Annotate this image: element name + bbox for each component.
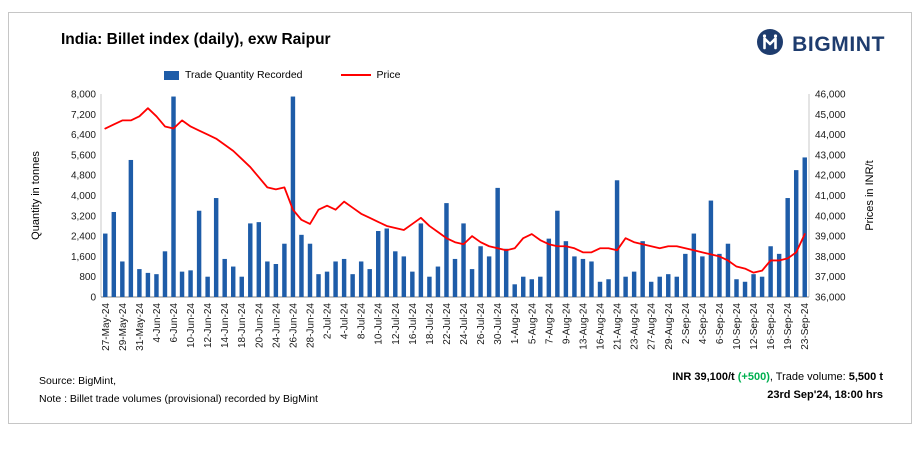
bigmint-logo-icon: [755, 27, 785, 62]
source-text: Source: BigMint,: [39, 375, 117, 387]
svg-text:29-Aug-24: 29-Aug-24: [664, 303, 675, 350]
price-change: (+500): [734, 371, 770, 383]
svg-text:18-Jul-24: 18-Jul-24: [425, 303, 436, 345]
svg-text:22-Jul-24: 22-Jul-24: [442, 303, 453, 345]
legend-bar-swatch: [164, 70, 179, 80]
svg-text:16-Jul-24: 16-Jul-24: [408, 303, 419, 345]
svg-text:26-Jul-24: 26-Jul-24: [476, 303, 487, 345]
svg-text:44,000: 44,000: [815, 130, 846, 141]
price-value: INR 39,100/t: [672, 371, 735, 383]
legend-label-price: Price: [376, 69, 401, 81]
svg-text:4-Sep-24: 4-Sep-24: [698, 303, 709, 345]
svg-text:4-Jun-24: 4-Jun-24: [152, 303, 163, 343]
svg-text:6,400: 6,400: [71, 130, 96, 141]
chart-title: India: Billet index (daily), exw Raipur: [61, 31, 331, 48]
svg-text:29-May-24: 29-May-24: [118, 303, 129, 351]
svg-text:9-Aug-24: 9-Aug-24: [561, 303, 572, 345]
svg-text:7-Aug-24: 7-Aug-24: [544, 303, 555, 345]
timestamp: 23rd Sep'24, 18:00 hrs: [767, 389, 883, 401]
svg-text:30-Jul-24: 30-Jul-24: [493, 303, 504, 345]
svg-text:7,200: 7,200: [71, 110, 96, 121]
svg-text:800: 800: [79, 272, 96, 283]
svg-text:20-Jun-24: 20-Jun-24: [254, 303, 265, 348]
svg-text:26-Jun-24: 26-Jun-24: [288, 303, 299, 348]
legend-item-quantity: Trade Quantity Recorded: [164, 69, 303, 81]
svg-text:39,000: 39,000: [815, 232, 846, 243]
svg-text:2-Jul-24: 2-Jul-24: [323, 303, 334, 340]
svg-text:1,600: 1,600: [71, 252, 96, 263]
svg-text:40,000: 40,000: [815, 211, 846, 222]
svg-text:10-Sep-24: 10-Sep-24: [732, 303, 743, 350]
svg-text:12-Jun-24: 12-Jun-24: [203, 303, 214, 348]
svg-text:5-Aug-24: 5-Aug-24: [527, 303, 538, 345]
svg-text:10-Jun-24: 10-Jun-24: [186, 303, 197, 348]
svg-text:3,200: 3,200: [71, 211, 96, 222]
svg-text:2-Sep-24: 2-Sep-24: [681, 303, 692, 345]
svg-text:18-Jun-24: 18-Jun-24: [237, 303, 248, 348]
svg-text:28-Jun-24: 28-Jun-24: [305, 303, 316, 348]
svg-text:10-Jul-24: 10-Jul-24: [374, 303, 385, 345]
svg-text:12-Sep-24: 12-Sep-24: [749, 303, 760, 350]
svg-text:23-Aug-24: 23-Aug-24: [630, 303, 641, 350]
svg-text:6-Sep-24: 6-Sep-24: [715, 303, 726, 345]
note-text: Note : Billet trade volumes (provisional…: [39, 393, 318, 405]
svg-text:16-Aug-24: 16-Aug-24: [596, 303, 607, 350]
svg-text:0: 0: [90, 293, 96, 304]
svg-text:5,600: 5,600: [71, 150, 96, 161]
svg-text:46,000: 46,000: [815, 90, 846, 101]
svg-text:19-Sep-24: 19-Sep-24: [783, 303, 794, 350]
price-summary: INR 39,100/t (+500), Trade volume: 5,500…: [672, 371, 883, 383]
legend-label-quantity: Trade Quantity Recorded: [185, 69, 303, 81]
svg-text:23-Sep-24: 23-Sep-24: [800, 303, 811, 350]
bigmint-logo: BIGMINT: [755, 27, 885, 62]
svg-text:13-Aug-24: 13-Aug-24: [578, 303, 589, 350]
bigmint-wordmark: BIGMINT: [792, 32, 885, 56]
svg-text:36,000: 36,000: [815, 293, 846, 304]
svg-text:8,000: 8,000: [71, 90, 96, 101]
svg-text:6-Jun-24: 6-Jun-24: [169, 303, 180, 343]
svg-text:24-Jul-24: 24-Jul-24: [459, 303, 470, 345]
svg-text:1-Aug-24: 1-Aug-24: [510, 303, 521, 345]
svg-text:27-May-24: 27-May-24: [101, 303, 112, 351]
billet-index-combo-chart: 0 800 1,600 2,400 3,200 4,000 4,800 5,600 6,400 7…: [30, 90, 876, 351]
svg-text:8-Jul-24: 8-Jul-24: [357, 303, 368, 340]
svg-text:45,000: 45,000: [815, 110, 846, 121]
legend-item-price: Price: [340, 69, 401, 81]
svg-text:38,000: 38,000: [815, 252, 846, 263]
legend-line-swatch: [340, 74, 371, 76]
svg-text:4,000: 4,000: [71, 191, 96, 202]
svg-text:24-Jun-24: 24-Jun-24: [271, 303, 282, 348]
svg-text:4,800: 4,800: [71, 171, 96, 182]
svg-text:Quantity in tonnes: Quantity in tonnes: [30, 151, 42, 240]
chart-frame: India: Billet index (daily), exw Raipur …: [8, 12, 912, 424]
svg-text:4-Jul-24: 4-Jul-24: [340, 303, 351, 340]
svg-text:42,000: 42,000: [815, 171, 846, 182]
svg-text:43,000: 43,000: [815, 150, 846, 161]
chart-legend: Trade Quantity Recorded Price: [164, 69, 400, 81]
svg-text:27-Aug-24: 27-Aug-24: [647, 303, 658, 350]
volume-label: , Trade volume:: [769, 371, 849, 383]
svg-text:21-Aug-24: 21-Aug-24: [613, 303, 624, 350]
svg-text:37,000: 37,000: [815, 272, 846, 283]
svg-text:12-Jul-24: 12-Jul-24: [391, 303, 402, 345]
svg-text:16-Sep-24: 16-Sep-24: [766, 303, 777, 350]
svg-text:41,000: 41,000: [815, 191, 846, 202]
svg-text:14-Jun-24: 14-Jun-24: [220, 303, 231, 348]
volume-value: 5,500 t: [848, 371, 883, 383]
svg-text:2,400: 2,400: [71, 232, 96, 243]
svg-text:31-May-24: 31-May-24: [135, 303, 146, 351]
svg-text:Prices in INR/t: Prices in INR/t: [864, 160, 876, 230]
